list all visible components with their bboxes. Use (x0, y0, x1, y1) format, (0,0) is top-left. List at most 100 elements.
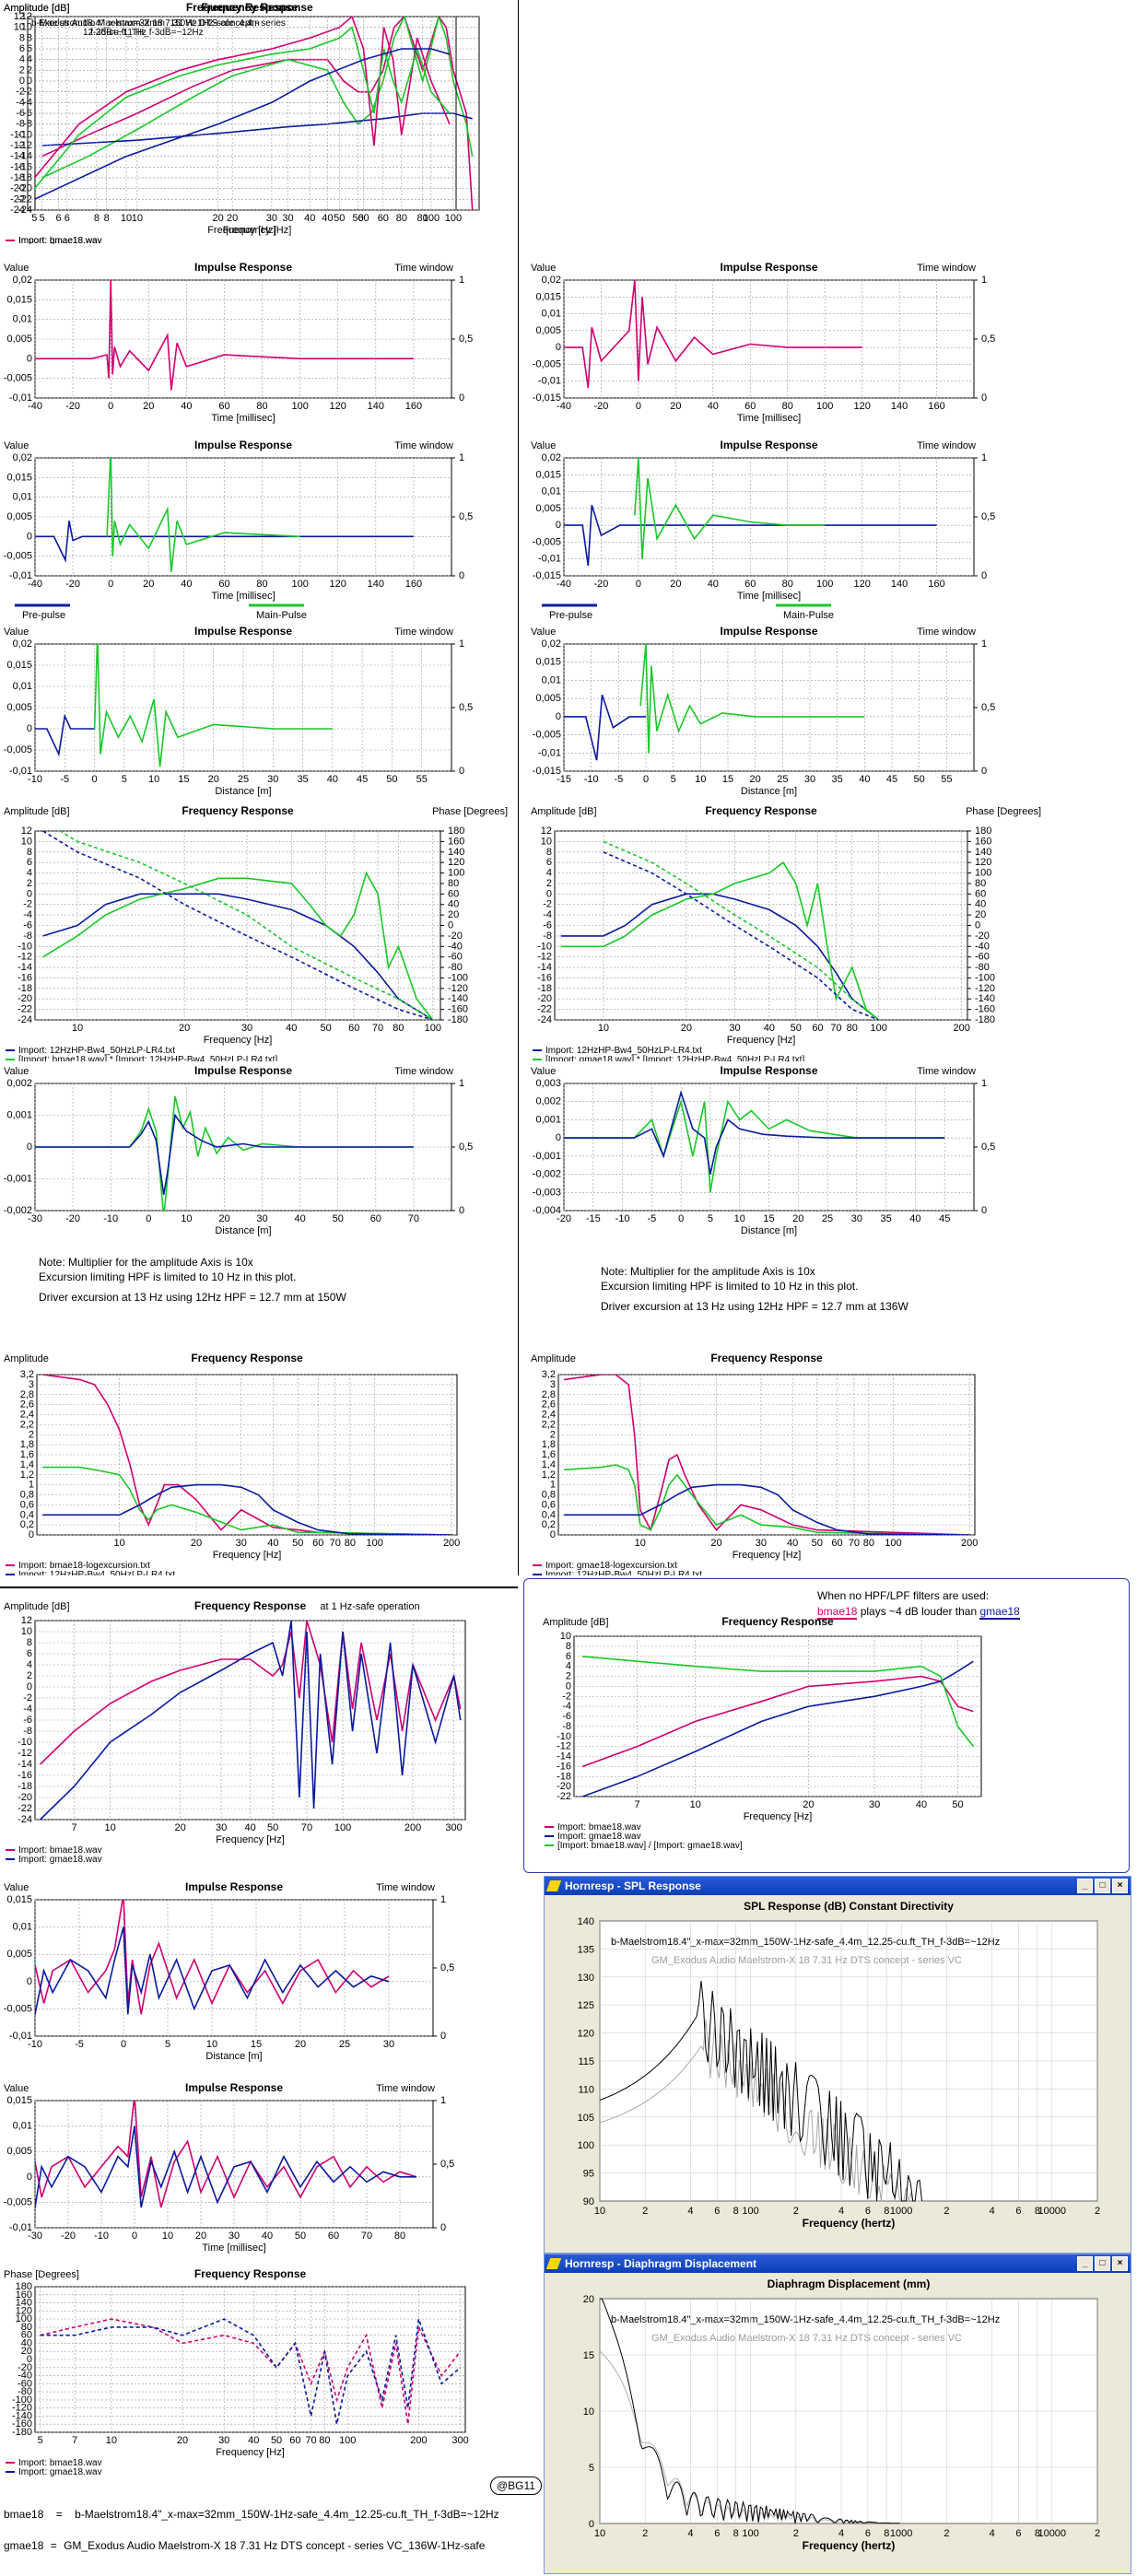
chart-title: Impulse Response (720, 439, 817, 451)
y-tick-label: 0,005 (535, 325, 561, 336)
hornresp-disp-titlebar[interactable]: Hornresp - Diaphragm Displacement _ □ × (545, 2254, 1131, 2273)
y-right-tick-label: 1 (981, 275, 987, 286)
chart-impulse-response-L6: Impulse Response Value Time window 0,002 0,0… (4, 1064, 474, 1236)
time-window-label: Time window (376, 2083, 435, 2094)
hornresp-spl-titlebar[interactable]: Hornresp - SPL Response _ □ × (545, 1877, 1131, 1895)
y-tick-label: -2 (543, 899, 552, 910)
y-tick-label: 2,2 (542, 1419, 556, 1430)
x-tick-label: 140 (368, 401, 384, 412)
x-tick-label: 50 (333, 1213, 344, 1224)
y-tick-label: 4 (19, 54, 25, 65)
series-line-magenta (33, 17, 451, 179)
y-tick-label: 8 (19, 32, 25, 43)
x-tick-label: -20 (594, 401, 609, 412)
x-tick-label: 35 (881, 1213, 892, 1224)
x-tick-label: 70 (305, 2435, 316, 2446)
y-tick-label: 0,02 (542, 638, 561, 650)
y-tick-label: -0,01 (9, 2222, 32, 2233)
x-tick-label: -5 (75, 2039, 84, 2050)
y-tick-label: 0 (556, 1132, 561, 1143)
series-line-blue (564, 694, 646, 761)
x-tick-label: 10 (162, 2231, 173, 2242)
x-tick-label: 5 (671, 774, 676, 785)
x-tick-label: -40 (557, 579, 571, 590)
y-tick-label: -14 (18, 962, 32, 973)
panel-L6: Impulse Response Value Time window 0,002 0,0… (0, 1063, 511, 1243)
chart-title: SPL Response (dB) Constant Directivity (744, 1900, 954, 1913)
y-right-tick-label: 0,5 (440, 2159, 454, 2170)
y-tick-label: 12 (541, 825, 552, 837)
minimize-button[interactable]: _ (1077, 1879, 1093, 1893)
maximize-button[interactable]: □ (1095, 2256, 1110, 2271)
close-button[interactable]: × (1112, 1879, 1128, 1893)
x-tick-label: 60 (744, 401, 756, 412)
y-tick-label: 0,015 (535, 657, 561, 668)
y-right-tick-label: 0 (981, 570, 987, 581)
series-line-magenta (581, 1675, 974, 1768)
x-tick-label: 2 (642, 2206, 648, 2217)
y-tick-label: -12 (557, 1741, 571, 1752)
close-button[interactable]: × (1112, 2256, 1128, 2271)
panel-L9: Impulse Response Value Time window 0,015 0,0… (0, 1879, 479, 2078)
y-tick-label: -0,005 (533, 358, 561, 369)
x-tick-label: 6 (865, 2528, 871, 2539)
x-tick-label: 7 (635, 1799, 640, 1810)
y-right-tick-label: 0,5 (459, 702, 473, 713)
x-tick-label: 50 (386, 774, 397, 785)
y-axis-right-label: Phase [Degrees] (966, 806, 1041, 817)
y-tick-label: -14 (10, 151, 25, 162)
y-right-tick-label: 1 (459, 275, 464, 286)
x-tick-label: -5 (647, 1213, 656, 1224)
panel-R6: Impulse Response Value Time window 0,003 0,0… (527, 1063, 1045, 1243)
y-tick-label: 130 (578, 1973, 594, 1984)
y-tick-label: -180 (12, 2427, 32, 2438)
note-right: Note: Multiplier for the amplitude Axis … (601, 1264, 908, 1314)
chart-line1: b-Maelstrom18.4"_x-max=32mm_150W-1Hz-saf… (611, 2314, 1000, 2325)
y-right-tick-label: 0 (981, 1205, 987, 1216)
chart-impulse-response-R3: Impulse Response Value Time window 0,02 0,01… (531, 439, 995, 621)
y-tick-label: 0 (27, 2172, 32, 2183)
x-tick-label: 7 (71, 1822, 76, 1833)
y-axis-label: Value (4, 2083, 29, 2094)
x-tick-label: 8 (733, 2528, 739, 2539)
y-tick-label: 0 (546, 888, 552, 899)
y-right-tick-label: 180 (448, 825, 464, 837)
x-tick-label: 5 (31, 213, 37, 224)
x-tick-label: 4 (838, 2206, 844, 2217)
series-line-magenta (40, 1621, 462, 1765)
legend-entry: Import: bmae18.wav (557, 1822, 641, 1832)
y-tick-label: 2 (19, 64, 25, 76)
maximize-button[interactable]: □ (1095, 1879, 1110, 1893)
series-line-blue (560, 893, 880, 1020)
x-tick-label: 50 (271, 2435, 282, 2446)
y-tick-label: -40 (18, 2371, 32, 2382)
x-axis-label: Time [millisec] (737, 413, 801, 424)
y-tick-label: -18 (10, 172, 25, 183)
x-tick-label: 8 (1035, 2206, 1040, 2217)
panel-R1: Frequency Response Amplitude [dB] b-Maelst… (0, 0, 518, 244)
y-tick-label: 0,01 (13, 314, 32, 325)
y-right-tick-label: 80 (448, 878, 459, 889)
series-line-blue (581, 1660, 974, 1797)
y-right-tick-label: 120 (975, 857, 991, 868)
y-tick-label: -8 (562, 1721, 571, 1732)
series-line-magenta (564, 280, 862, 389)
x-tick-label: 2 (642, 2528, 648, 2539)
x-tick-label: 10 (594, 2528, 605, 2539)
x-tick-label: 100 (742, 2528, 758, 2539)
time-window-label: Time window (917, 626, 976, 638)
legend-entry: Import: gmae18.wav (18, 2467, 102, 2477)
minimize-button[interactable]: _ (1077, 2256, 1093, 2271)
x-tick-label: 5 (165, 2039, 170, 2050)
y-tick-label: 10 (21, 1626, 32, 1637)
x-tick-label: 10 (105, 1822, 116, 1833)
y-right-tick-label: -120 (448, 983, 468, 994)
x-tick-label: 15 (178, 774, 189, 785)
x-tick-label: 25 (238, 774, 249, 785)
x-tick-label: 70 (301, 1822, 312, 1833)
y-tick-label: 6 (566, 1651, 571, 1662)
x-tick-label: 80 (847, 1023, 858, 1034)
y-tick-label: 12 (14, 11, 25, 22)
legend-entry: Import: bmae18.wav (18, 2458, 102, 2468)
x-tick-label: 6 (714, 2528, 720, 2539)
